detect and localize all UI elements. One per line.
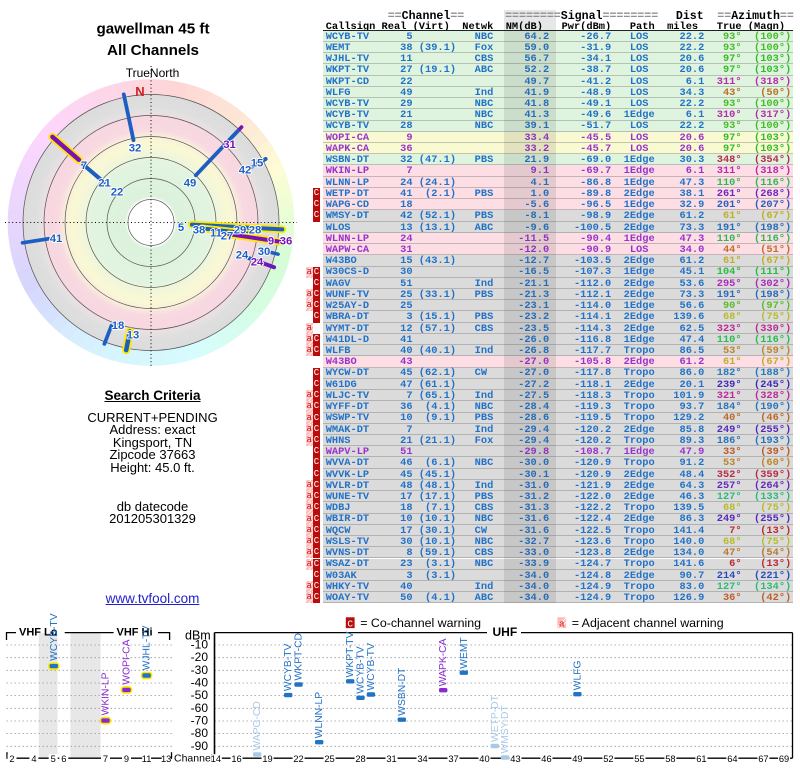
svg-text:WLFG: WLFG — [573, 660, 584, 690]
svg-text:= Co-channel warning: = Co-channel warning — [360, 616, 481, 630]
svg-text:9: 9 — [268, 236, 274, 248]
svg-text:41: 41 — [50, 233, 63, 245]
svg-text:WMSY-DT: WMSY-DT — [500, 705, 511, 754]
svg-text:31: 31 — [386, 754, 396, 764]
svg-text:WKPT-TV: WKPT-TV — [345, 631, 356, 677]
svg-text:WLNN-LP: WLNN-LP — [314, 692, 325, 738]
svg-text:49: 49 — [572, 754, 582, 764]
svg-text:11: 11 — [210, 228, 222, 240]
svg-text:-30: -30 — [191, 663, 209, 677]
svg-text:dBm: dBm — [185, 629, 211, 643]
svg-text:22: 22 — [293, 754, 303, 764]
svg-text:67: 67 — [758, 754, 768, 764]
svg-text:19: 19 — [262, 754, 272, 764]
svg-text:UHF: UHF — [493, 625, 518, 639]
svg-text:14: 14 — [211, 754, 221, 764]
svg-text:WKPT-CD: WKPT-CD — [294, 633, 305, 680]
svg-text:-40: -40 — [191, 676, 209, 690]
svg-text:7: 7 — [81, 160, 87, 172]
svg-text:27: 27 — [221, 231, 234, 243]
svg-text:WKIN-LP: WKIN-LP — [101, 672, 112, 715]
svg-text:46: 46 — [541, 754, 551, 764]
svg-text:29: 29 — [234, 225, 247, 237]
svg-text:55: 55 — [634, 754, 644, 764]
svg-text:-50: -50 — [191, 688, 209, 702]
svg-text:18: 18 — [112, 320, 125, 332]
svg-text:42: 42 — [239, 165, 252, 177]
svg-text:30: 30 — [258, 246, 271, 258]
svg-text:52: 52 — [603, 754, 613, 764]
svg-text:15: 15 — [251, 158, 264, 170]
svg-text:28: 28 — [249, 225, 262, 237]
svg-text:43: 43 — [510, 754, 520, 764]
svg-text:36: 36 — [280, 236, 293, 248]
svg-text:WCYB-TV: WCYB-TV — [283, 643, 294, 691]
svg-text:5: 5 — [51, 754, 56, 764]
svg-text:-80: -80 — [191, 726, 209, 740]
svg-text:VHF Lo: VHF Lo — [19, 627, 58, 639]
svg-text:-10: -10 — [191, 638, 209, 652]
svg-text:64: 64 — [727, 754, 737, 764]
svg-text:5: 5 — [178, 222, 184, 234]
svg-text:WEMT: WEMT — [459, 637, 470, 669]
svg-text:69: 69 — [779, 754, 789, 764]
svg-text:13: 13 — [127, 330, 140, 342]
svg-text:24: 24 — [251, 257, 264, 269]
svg-text:6: 6 — [61, 754, 66, 764]
svg-text:40: 40 — [479, 754, 489, 764]
svg-text:WSBN-DT: WSBN-DT — [397, 667, 408, 716]
svg-text:9: 9 — [124, 754, 129, 764]
svg-text:WJHL-TV: WJHL-TV — [142, 626, 153, 671]
svg-text:24: 24 — [236, 250, 249, 262]
svg-text:-60: -60 — [191, 701, 209, 715]
svg-text:WETP-DT: WETP-DT — [490, 694, 501, 742]
svg-text:13: 13 — [161, 754, 171, 764]
svg-text:31: 31 — [223, 139, 236, 151]
svg-text:-90: -90 — [191, 739, 209, 753]
svg-text:22: 22 — [111, 187, 124, 199]
svg-text:28: 28 — [355, 754, 365, 764]
svg-text:4: 4 — [31, 754, 36, 764]
svg-text:TrueNorth: TrueNorth — [126, 66, 180, 80]
svg-text:25: 25 — [324, 754, 334, 764]
svg-text:All Channels: All Channels — [107, 42, 199, 59]
svg-text:61: 61 — [696, 754, 706, 764]
svg-text:38: 38 — [193, 225, 206, 237]
svg-text:WAPG-CD: WAPG-CD — [252, 701, 263, 750]
svg-text:49: 49 — [184, 178, 197, 190]
svg-text:WCYB-TV: WCYB-TV — [356, 646, 367, 694]
svg-text:gawellman 45 ft: gawellman 45 ft — [96, 21, 209, 38]
svg-text:N: N — [135, 84, 144, 99]
svg-text:58: 58 — [665, 754, 675, 764]
svg-text:34: 34 — [417, 754, 427, 764]
svg-text:37: 37 — [448, 754, 458, 764]
svg-text:11: 11 — [142, 754, 152, 764]
svg-text:32: 32 — [129, 143, 142, 155]
svg-text:-70: -70 — [191, 714, 209, 728]
svg-text:a: a — [559, 618, 565, 629]
svg-text:C: C — [347, 618, 353, 629]
svg-text:= Adjacent channel warning: = Adjacent channel warning — [572, 616, 724, 630]
svg-text:WAPK-CA: WAPK-CA — [438, 638, 449, 686]
svg-text:21: 21 — [98, 178, 111, 190]
svg-text:WCYB-TV: WCYB-TV — [366, 643, 377, 691]
svg-text:16: 16 — [231, 754, 241, 764]
svg-text:WOPI-CA: WOPI-CA — [122, 639, 133, 684]
svg-text:-20: -20 — [191, 650, 209, 664]
svg-text:2: 2 — [9, 754, 14, 764]
svg-text:Channel: Channel — [174, 753, 213, 765]
svg-text:7: 7 — [103, 754, 108, 764]
svg-text:WCYB-TV: WCYB-TV — [49, 613, 60, 661]
svg-text:VHF Hi: VHF Hi — [117, 627, 153, 639]
